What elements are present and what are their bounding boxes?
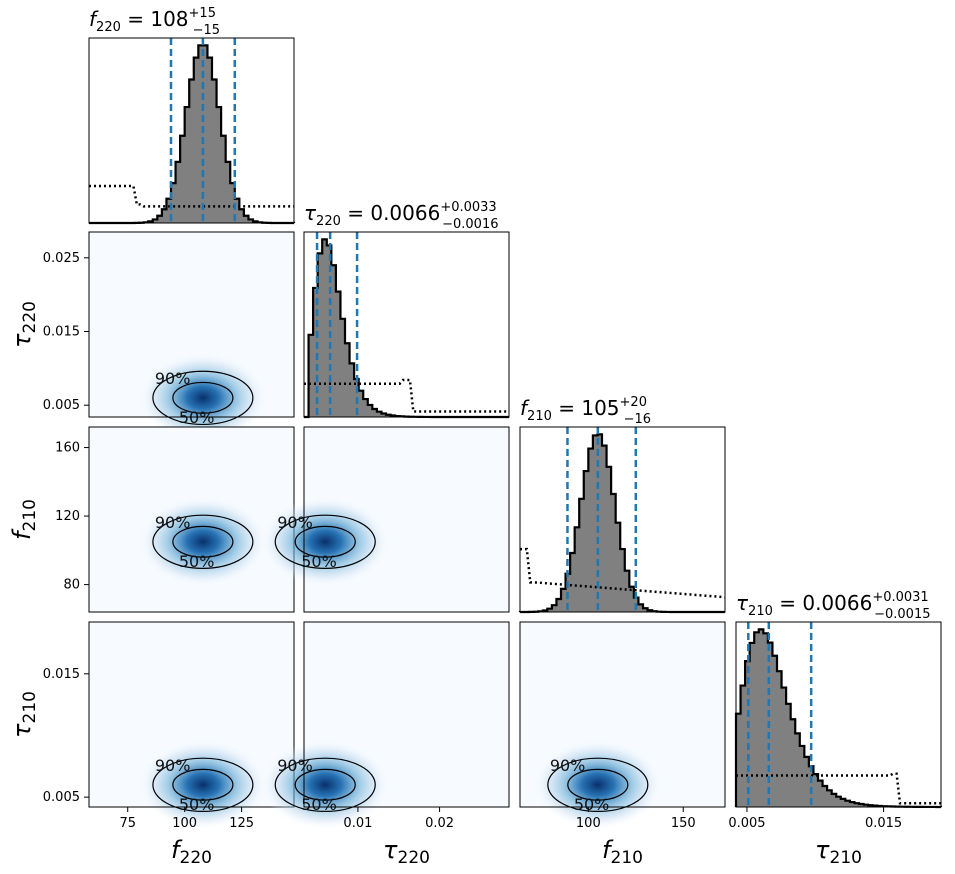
panel-frame bbox=[88, 231, 295, 418]
contour-label-50: 50% bbox=[179, 795, 215, 814]
contour-50 bbox=[567, 768, 629, 801]
x-tick-label: 100 bbox=[576, 816, 601, 831]
histogram-panel-tau210: τ210 = 0.0066+0.0031 −0.0015 0.005 0.015τ21… bbox=[728, 590, 943, 868]
contour-label-90: 90% bbox=[277, 513, 313, 532]
panel-frame bbox=[735, 621, 942, 808]
y-tick-label: 0.015 bbox=[43, 667, 80, 682]
title-f220: f220 = 108+15 −15 bbox=[89, 6, 220, 38]
contour-label-50: 50% bbox=[301, 795, 337, 814]
xlabel-tau220: τ220 bbox=[383, 836, 430, 868]
panel-frame bbox=[519, 426, 726, 613]
contour-90 bbox=[152, 514, 254, 569]
contour-50 bbox=[294, 768, 356, 801]
histogram-panel-f210: f210 = 105+20 −16 bbox=[518, 395, 726, 614]
x-tick-label: 0.02 bbox=[425, 816, 454, 831]
posterior-histogram-fill bbox=[736, 629, 941, 807]
panel-frame bbox=[88, 37, 295, 224]
posterior-histogram-fill bbox=[89, 45, 294, 224]
histogram-panel-tau220: τ220 = 0.0066+0.0033 −0.0016 bbox=[303, 200, 510, 419]
panel-frame bbox=[88, 621, 295, 808]
x-tick-label: 0.005 bbox=[728, 816, 765, 831]
title-tau220: τ220 = 0.0066+0.0033 −0.0016 bbox=[304, 200, 499, 232]
density-fill bbox=[138, 353, 267, 443]
y-tick-label: 0.005 bbox=[43, 790, 80, 805]
x-tick-label: 75 bbox=[119, 816, 136, 831]
panel-frame bbox=[303, 231, 510, 418]
contour-label-50: 50% bbox=[179, 552, 215, 571]
xlabel-f210: f210 bbox=[602, 836, 643, 868]
contour-label-50: 50% bbox=[179, 408, 215, 427]
contour-90 bbox=[274, 514, 376, 569]
contour-label-90: 90% bbox=[277, 756, 313, 775]
x-tick-label: 150 bbox=[671, 816, 696, 831]
density-panel-f220-tau220: 50% 90% 0.005 0.015 0.025 τ220 bbox=[8, 231, 295, 443]
x-tick-label: 0.015 bbox=[865, 816, 902, 831]
prior-histogram-dotted bbox=[520, 547, 726, 599]
density-fill bbox=[138, 496, 267, 587]
density-panel-tau220-tau210: 50% 90% 0.01 0.02 τ220 bbox=[261, 621, 510, 868]
contour-label-50: 50% bbox=[301, 552, 337, 571]
ylabel-tau210: τ210 bbox=[8, 691, 40, 738]
contour-50 bbox=[172, 768, 234, 801]
contour-label-90: 90% bbox=[155, 756, 191, 775]
density-panel-f220-f210: 50% 90% 80 120 160 f210 bbox=[8, 426, 295, 613]
prior-histogram-dotted bbox=[89, 184, 294, 208]
title-f210: f210 = 105+20 −16 bbox=[520, 395, 651, 427]
contour-90 bbox=[274, 757, 376, 813]
histogram-panel-f220: f220 = 108+15 −15 bbox=[88, 6, 295, 225]
y-tick-label: 0.015 bbox=[43, 325, 80, 340]
contour-90 bbox=[547, 757, 649, 813]
x-tick-label: 100 bbox=[172, 816, 197, 831]
contour-50 bbox=[294, 525, 356, 558]
y-tick-label: 0.025 bbox=[43, 251, 80, 266]
posterior-histogram-fill bbox=[520, 434, 725, 612]
x-tick-label: 125 bbox=[229, 816, 254, 831]
y-tick-label: 160 bbox=[55, 441, 80, 456]
contour-label-90: 90% bbox=[155, 513, 191, 532]
contour-50 bbox=[172, 525, 234, 558]
contour-50 bbox=[172, 381, 234, 414]
xlabel-tau210: τ210 bbox=[815, 836, 862, 868]
density-fill bbox=[261, 496, 390, 587]
prior-histogram-dotted bbox=[304, 378, 509, 413]
y-tick-label: 80 bbox=[63, 578, 80, 593]
xlabel-f220: f220 bbox=[171, 836, 212, 868]
contour-label-90: 90% bbox=[550, 756, 586, 775]
ylabel-f210: f210 bbox=[8, 499, 40, 540]
contour-label-90: 90% bbox=[155, 369, 191, 388]
panel-frame bbox=[303, 621, 510, 808]
contour-90 bbox=[152, 370, 254, 426]
title-tau210: τ210 = 0.0066+0.0031 −0.0015 bbox=[736, 590, 931, 622]
ylabel-tau220: τ220 bbox=[8, 301, 40, 348]
density-panel-tau220-f210: 50% 90% bbox=[261, 426, 510, 613]
y-tick-label: 120 bbox=[55, 509, 80, 524]
density-panel-f210-tau210: 50% 90% 100 150 f210 bbox=[519, 621, 726, 868]
contour-label-50: 50% bbox=[574, 795, 610, 814]
x-tick-label: 0.01 bbox=[343, 816, 372, 831]
panel-frame bbox=[303, 426, 510, 613]
panel-frame bbox=[519, 621, 726, 808]
contour-90 bbox=[152, 757, 254, 813]
y-tick-label: 0.005 bbox=[43, 398, 80, 413]
